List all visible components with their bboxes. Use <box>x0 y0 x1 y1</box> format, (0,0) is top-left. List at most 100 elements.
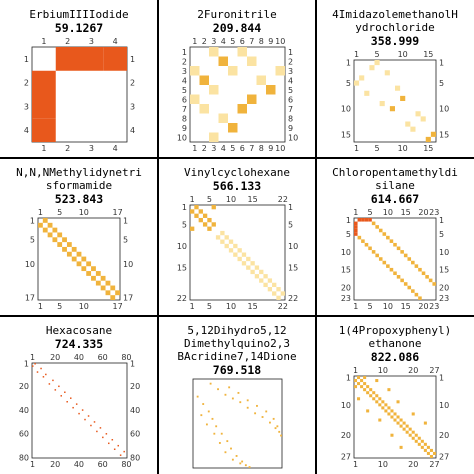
heatmap-cell <box>113 448 116 450</box>
tick-label-right: 20 <box>130 382 140 391</box>
tick-label-left: 4 <box>24 126 29 135</box>
tick-label-bottom: 20 <box>50 460 60 469</box>
heatmap-cell <box>58 385 60 388</box>
tick-label-top: 27 <box>429 366 439 375</box>
tick-label-left: 40 <box>19 406 29 415</box>
heatmap-cell <box>117 444 119 447</box>
heatmap-cell <box>190 94 200 104</box>
heatmap-cell <box>361 239 365 243</box>
heatmap-cell <box>105 290 111 296</box>
heatmap-cell <box>378 228 383 233</box>
tick-label-bottom: 10 <box>378 460 388 469</box>
tick-label-top: 5 <box>57 208 62 217</box>
tick-label-bottom: 1 <box>38 302 43 311</box>
heatmap-cell <box>269 421 271 424</box>
heatmap-cell <box>375 253 379 258</box>
heatmap-cell <box>90 424 92 427</box>
heatmap-cell <box>371 221 376 226</box>
tick-label-left: 1 <box>346 374 351 383</box>
heatmap-cell <box>60 395 62 397</box>
heatmap-cell <box>91 275 96 281</box>
grid-divider-vertical <box>157 0 159 474</box>
tick-label-bottom: 20 <box>418 302 428 311</box>
heatmap-cell <box>215 425 218 428</box>
heatmap-cell <box>384 70 390 76</box>
tick-label-top: 9 <box>268 37 273 46</box>
molecule-score: 724.335 <box>54 337 104 351</box>
tick-label-left: 20 <box>341 431 351 440</box>
heatmap-cell <box>265 410 268 413</box>
heatmap-cell <box>276 425 279 428</box>
heatmap-cell <box>95 271 101 276</box>
tick-label-left: 5 <box>182 86 187 95</box>
heatmap-cell <box>354 228 358 233</box>
tick-label-right: 4 <box>130 126 135 135</box>
heatmap-cell <box>418 296 422 300</box>
tick-label-top: 5 <box>207 195 212 204</box>
heatmap-cell <box>405 121 411 127</box>
heatmap-cell <box>411 412 415 416</box>
heatmap-cell <box>274 427 277 430</box>
heatmap-cell <box>224 393 227 396</box>
molecule-score: 523.843 <box>54 192 104 206</box>
tick-label-bottom: 10 <box>79 302 89 311</box>
tick-label-left: 20 <box>341 284 351 293</box>
tick-label-left: 1 <box>24 55 29 64</box>
tick-label-right: 4 <box>288 76 293 85</box>
heatmap-cell <box>263 282 268 288</box>
molecule-name: N,N,NMethylidynetri <box>16 166 142 179</box>
tick-label-left: 1 <box>346 59 351 68</box>
heatmap-cell <box>102 436 104 439</box>
heatmap-cell <box>207 217 212 223</box>
heatmap-cell <box>426 451 430 455</box>
heatmap-cell <box>387 406 391 410</box>
heatmap-cell <box>375 394 379 398</box>
heatmap-cell <box>76 251 82 257</box>
tick-label-right: 22 <box>288 294 298 303</box>
heatmap-cell <box>246 399 249 402</box>
tick-label-right: 1 <box>288 48 293 57</box>
heatmap-cell <box>276 295 281 300</box>
heatmap-cell <box>93 421 96 423</box>
tick-label-bottom: 5 <box>375 144 380 153</box>
tick-label-top: 1 <box>190 195 195 204</box>
tick-label-left: 15 <box>177 264 187 273</box>
heatmap-cell <box>259 269 264 275</box>
heatmap-cell <box>202 403 205 405</box>
plot-frame <box>31 362 128 459</box>
heatmap-cell <box>200 414 203 417</box>
tick-label-right: 40 <box>130 406 140 415</box>
heatmap-cell <box>363 382 367 386</box>
heatmap-cell <box>420 445 424 449</box>
tick-label-bottom: 5 <box>367 302 372 311</box>
tick-label-left: 1 <box>182 48 187 57</box>
tick-label-bottom: 27 <box>429 460 439 469</box>
tick-label-bottom: 1 <box>353 460 358 469</box>
heatmap-cell <box>261 416 264 418</box>
tick-label-left: 8 <box>182 114 187 123</box>
heatmap-cell <box>211 417 214 420</box>
tick-label-right: 15 <box>439 266 449 275</box>
tick-label-left: 9 <box>182 124 187 133</box>
heatmap-cell <box>194 213 199 218</box>
heatmap-cell <box>237 248 242 253</box>
heatmap-cell <box>81 266 87 272</box>
tick-label-top: 10 <box>398 50 408 59</box>
tick-label-right: 2 <box>130 79 135 88</box>
tick-label-bottom: 1 <box>192 144 197 153</box>
heatmap-cell <box>220 230 225 236</box>
molecule-panel: 5,12Dihydro5,12 Dimethylquino2,3 BAcridine… <box>158 316 316 474</box>
tick-label-right: 10 <box>288 242 298 251</box>
tick-label-left: 1 <box>24 360 29 369</box>
heatmap-cell <box>418 267 422 272</box>
heatmap-cell <box>396 246 401 251</box>
heatmap-cell <box>357 376 361 380</box>
heatmap-cell <box>86 271 92 276</box>
heatmap-cell <box>220 239 225 244</box>
heatmap-cell <box>396 415 400 419</box>
tick-label-right: 1 <box>130 360 135 369</box>
heatmap-cell <box>414 264 419 268</box>
